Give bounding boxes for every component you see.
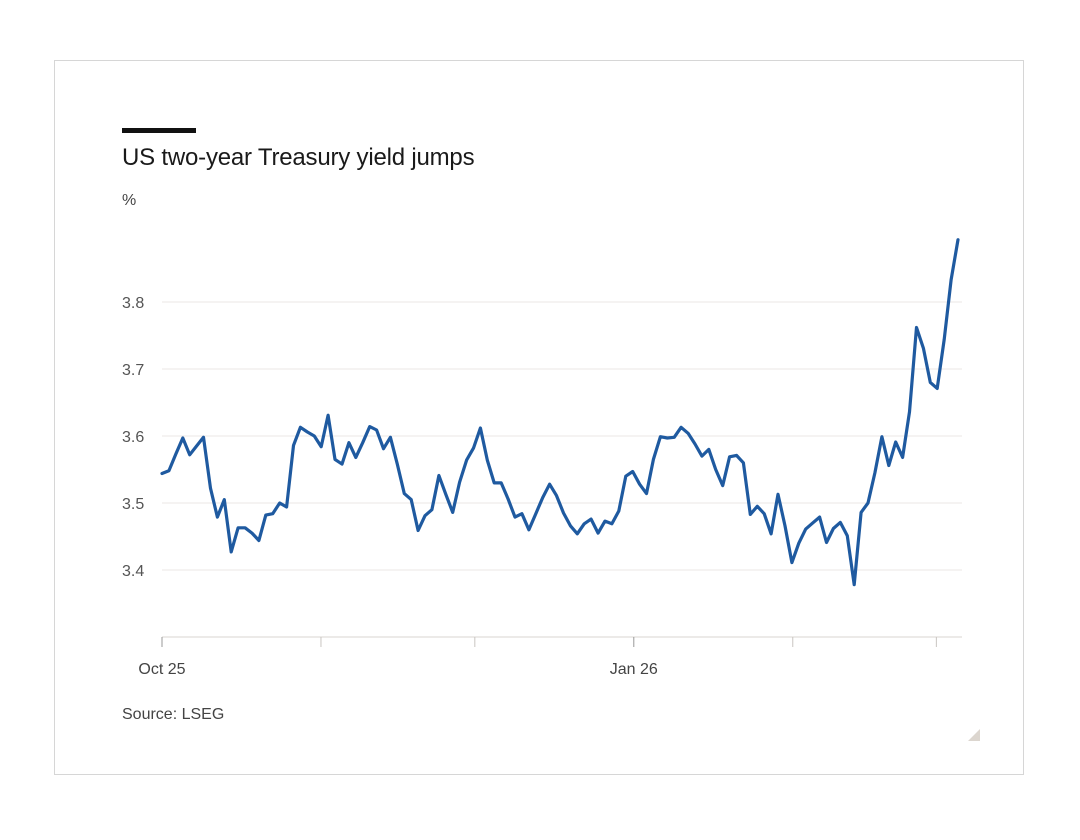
yield-series-line (160, 238, 960, 587)
source-note: Source: LSEG (122, 706, 225, 723)
y-tick-label: 3.6 (122, 429, 144, 446)
y-tick-label: 3.4 (122, 563, 144, 580)
x-tick-label: Jan 26 (610, 661, 658, 678)
resize-corner-icon[interactable] (968, 729, 980, 741)
y-tick-label: 3.5 (122, 496, 144, 513)
chart-title: US two-year Treasury yield jumps (122, 144, 475, 171)
y-axis-unit: % (122, 192, 137, 209)
chart-frame (54, 60, 1024, 775)
y-tick-label: 3.8 (122, 295, 144, 312)
y-tick-label: 3.7 (122, 362, 144, 379)
x-tick-label: Oct 25 (138, 661, 185, 678)
title-accent-bar (122, 128, 196, 133)
